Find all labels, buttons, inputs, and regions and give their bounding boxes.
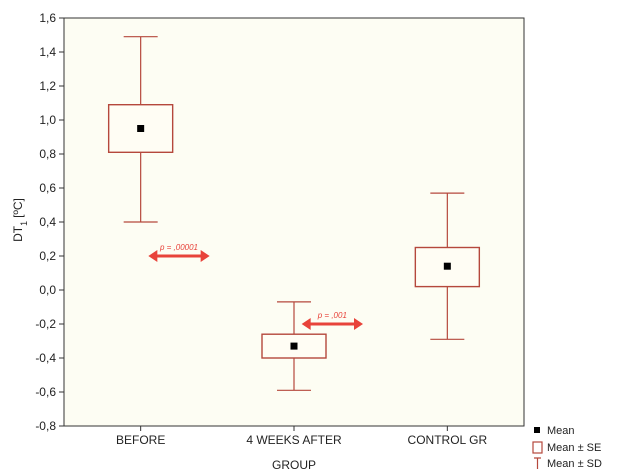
box-group <box>107 36 174 223</box>
x-tick-label: BEFORE <box>116 433 165 447</box>
legend-se-swatch <box>532 441 543 454</box>
y-tick-label: 1,6 <box>39 11 56 25</box>
y-axis-title-unit: [ºC] <box>11 198 25 218</box>
x-axis-title: GROUP <box>272 458 316 469</box>
y-tick-label: -0,2 <box>35 317 56 331</box>
mean-point <box>443 262 451 270</box>
y-tick-label: -0,6 <box>35 385 56 399</box>
y-axis-title-main: DT <box>11 225 25 242</box>
y-axis-ticks: 1,6 1,4 1,2 1,0 0,8 0,6 0,4 0,2 0,0 -0,2 -0,4 -0,6 -… <box>35 11 64 433</box>
legend-se-label: Mean ± SE <box>547 442 601 454</box>
mean-point <box>290 342 298 350</box>
y-tick-label: -0,8 <box>35 419 56 433</box>
mean-point <box>137 125 145 132</box>
significance-arrow: p = ,001 <box>301 311 363 330</box>
box-group <box>261 301 327 391</box>
y-tick-label: 0,6 <box>39 181 56 195</box>
arrow-head-left <box>148 250 158 262</box>
arrow-head-right <box>354 318 363 330</box>
x-tick-label: CONTROL GR <box>408 433 488 447</box>
y-axis-title: DT1 [ºC] <box>11 198 29 242</box>
y-tick-label: -0,4 <box>35 351 56 365</box>
legend-sd-swatch <box>534 457 541 469</box>
y-tick-label: 0,2 <box>39 249 56 263</box>
y-tick-label: 1,2 <box>39 79 56 93</box>
y-tick-label: 0,0 <box>39 283 56 297</box>
box-series <box>107 36 481 391</box>
y-tick-label: 0,4 <box>39 215 56 229</box>
y-tick-label: 1,4 <box>39 45 56 59</box>
arrow-head-right <box>200 250 210 262</box>
box-group <box>414 192 481 340</box>
significance-arrow: p = ,00001 <box>148 243 210 262</box>
legend-mean-label: Mean <box>547 425 575 437</box>
legend-sd-label: Mean ± SD <box>547 458 602 469</box>
p-value-label: p = ,001 <box>317 311 347 320</box>
y-axis-title-subscript: 1 <box>19 221 29 226</box>
legend: Mean Mean ± SE Mean ± SD <box>532 425 602 469</box>
y-tick-label: 0,8 <box>39 147 56 161</box>
y-tick-label: 1,0 <box>39 113 56 127</box>
arrow-head-left <box>301 318 311 330</box>
p-value-label: p = ,00001 <box>159 243 198 252</box>
legend-mean-swatch <box>534 427 540 433</box>
x-tick-label: 4 WEEKS AFTER <box>246 433 342 447</box>
x-axis-ticks: BEFORE 4 WEEKS AFTER CONTROL GR <box>116 426 487 447</box>
significance-annotations: p = ,00001 p = ,001 <box>148 243 363 330</box>
